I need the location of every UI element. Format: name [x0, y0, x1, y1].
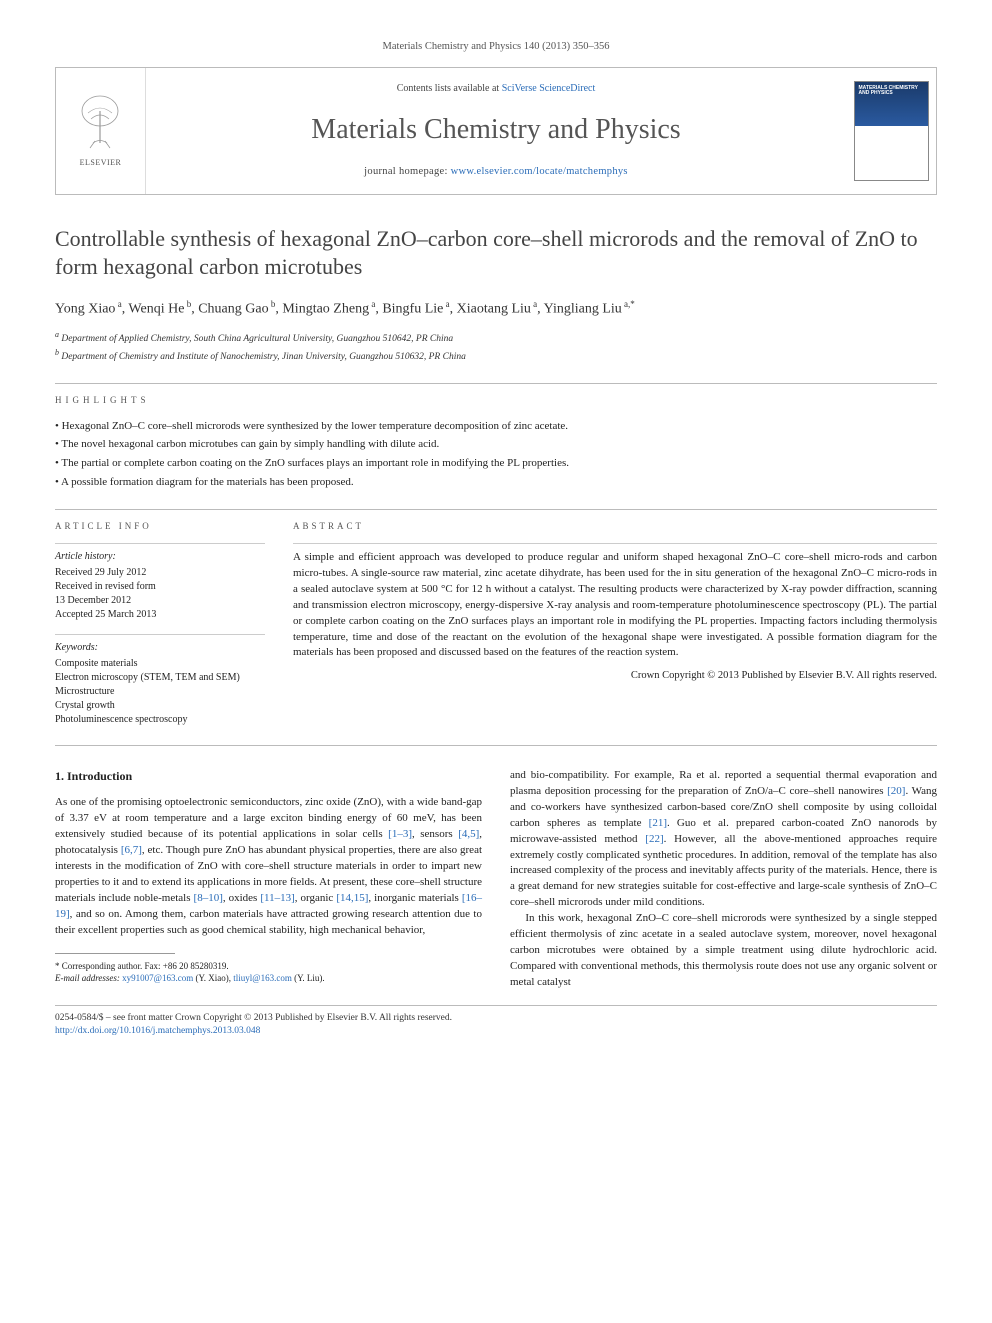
abstract-copyright: Crown Copyright © 2013 Published by Else… [293, 669, 937, 684]
divider [55, 745, 937, 746]
article-info-label: ARTICLE INFO [55, 520, 265, 533]
masthead-center: Contents lists available at SciVerse Sci… [146, 68, 846, 194]
keyword: Crystal growth [55, 699, 265, 713]
history-line: Received in revised form [55, 580, 265, 594]
ref-link[interactable]: [1–3] [388, 828, 412, 840]
homepage-prefix: journal homepage: [364, 166, 450, 177]
highlight-item: • A possible formation diagram for the m… [55, 473, 937, 492]
intro-paragraph-2: In this work, hexagonal ZnO–C core–shell… [510, 911, 937, 991]
article-history-head: Article history: [55, 550, 265, 564]
highlight-item: • The partial or complete carbon coating… [55, 454, 937, 473]
cover-title-text: MATERIALS CHEMISTRY AND PHYSICS [859, 86, 924, 97]
divider [55, 634, 265, 635]
ref-link[interactable]: [20] [887, 785, 905, 797]
footer-line-1: 0254-0584/$ – see front matter Crown Cop… [55, 1012, 937, 1025]
contents-list-line: Contents lists available at SciVerse Sci… [156, 82, 836, 96]
ref-link[interactable]: [6,7] [121, 844, 142, 856]
doi-link[interactable]: http://dx.doi.org/10.1016/j.matchemphys.… [55, 1026, 260, 1036]
email-owner-2: (Y. Liu). [292, 973, 325, 983]
masthead: ELSEVIER Contents lists available at Sci… [55, 67, 937, 195]
highlight-item: • Hexagonal ZnO–C core–shell microrods w… [55, 417, 937, 436]
ref-link[interactable]: [14,15] [336, 892, 368, 904]
highlights-list: • Hexagonal ZnO–C core–shell microrods w… [55, 417, 937, 492]
author-list: Yong Xiao a, Wenqi He b, Chuang Gao b, M… [55, 298, 937, 319]
article-title: Controllable synthesis of hexagonal ZnO–… [55, 225, 937, 282]
publisher-logo-block: ELSEVIER [56, 68, 146, 194]
ref-link[interactable]: [8–10] [194, 892, 223, 904]
history-line: Received 29 July 2012 [55, 566, 265, 580]
section-heading-intro: 1. Introduction [55, 768, 482, 785]
cover-thumb-block: MATERIALS CHEMISTRY AND PHYSICS [846, 68, 936, 194]
keyword: Microstructure [55, 685, 265, 699]
keywords-head: Keywords: [55, 641, 265, 655]
ref-link[interactable]: [21] [649, 817, 667, 829]
divider [293, 543, 937, 544]
article-info-column: ARTICLE INFO Article history: Received 2… [55, 520, 265, 727]
affiliation: b Department of Chemistry and Institute … [55, 347, 937, 364]
contents-prefix: Contents lists available at [397, 83, 502, 94]
email-owner-1: (Y. Xiao), [193, 973, 233, 983]
history-line: 13 December 2012 [55, 594, 265, 608]
email-link-2[interactable]: tliuyl@163.com [233, 973, 292, 983]
footnotes-block: * Corresponding author. Fax: +86 20 8528… [55, 960, 482, 985]
intro-paragraph-1: As one of the promising optoelectronic s… [55, 795, 482, 938]
keyword: Electron microscopy (STEM, TEM and SEM) [55, 671, 265, 685]
highlight-item: • The novel hexagonal carbon microtubes … [55, 435, 937, 454]
body-column-right: and bio-compatibility. For example, Ra e… [510, 768, 937, 991]
affiliation: a Department of Applied Chemistry, South… [55, 329, 937, 346]
homepage-link[interactable]: www.elsevier.com/locate/matchemphys [451, 166, 628, 177]
divider [55, 509, 937, 510]
journal-homepage-line: journal homepage: www.elsevier.com/locat… [156, 165, 836, 180]
abstract-body: A simple and efficient approach was deve… [293, 550, 937, 662]
elsevier-label: ELSEVIER [80, 157, 122, 168]
keyword: Photoluminescence spectroscopy [55, 713, 265, 727]
intro-paragraph-1-cont: and bio-compatibility. For example, Ra e… [510, 768, 937, 911]
email-link-1[interactable]: xy91007@163.com [122, 973, 193, 983]
ref-link[interactable]: [4,5] [458, 828, 479, 840]
body-two-column: 1. Introduction As one of the promising … [55, 768, 937, 991]
footnote-divider [55, 953, 175, 954]
journal-title: Materials Chemistry and Physics [156, 110, 836, 149]
email-addresses-line: E-mail addresses: xy91007@163.com (Y. Xi… [55, 972, 482, 985]
elsevier-tree-icon [73, 93, 128, 153]
divider [55, 383, 937, 384]
footer-block: 0254-0584/$ – see front matter Crown Cop… [55, 1012, 937, 1039]
meta-two-column: ARTICLE INFO Article history: Received 2… [55, 520, 937, 727]
abstract-column: ABSTRACT A simple and efficient approach… [293, 520, 937, 727]
journal-cover-icon: MATERIALS CHEMISTRY AND PHYSICS [854, 81, 929, 181]
history-line: Accepted 25 March 2013 [55, 608, 265, 622]
abstract-label: ABSTRACT [293, 520, 937, 533]
corresponding-author-note: * Corresponding author. Fax: +86 20 8528… [55, 960, 482, 973]
footer-divider [55, 1005, 937, 1006]
highlights-label: HIGHLIGHTS [55, 394, 937, 407]
ref-link[interactable]: [11–13] [260, 892, 294, 904]
sciencedirect-link[interactable]: SciVerse ScienceDirect [502, 83, 596, 94]
emails-label: E-mail addresses: [55, 973, 122, 983]
keyword: Composite materials [55, 657, 265, 671]
ref-link[interactable]: [22] [645, 833, 663, 845]
running-head: Materials Chemistry and Physics 140 (201… [55, 40, 937, 55]
divider [55, 543, 265, 544]
body-column-left: 1. Introduction As one of the promising … [55, 768, 482, 991]
